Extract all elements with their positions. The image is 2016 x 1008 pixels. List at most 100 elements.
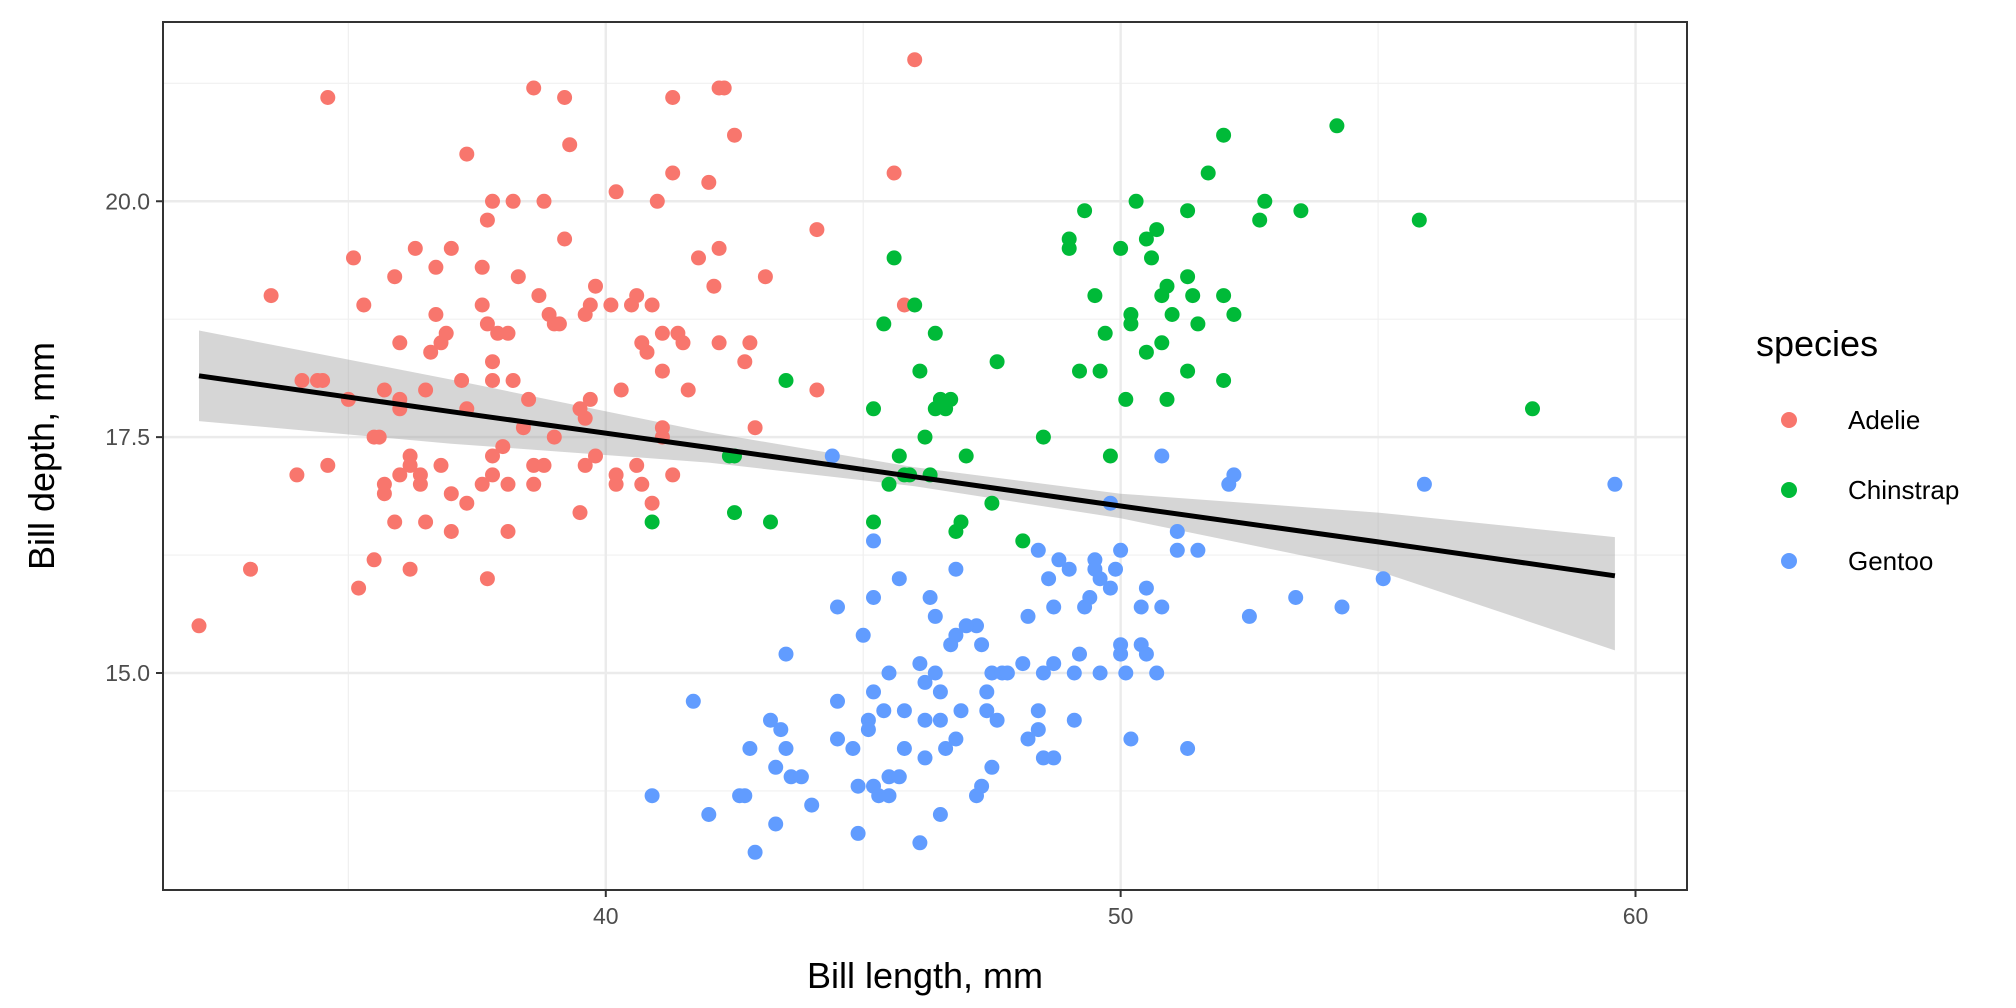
point-gentoo [984,665,1000,681]
point-gentoo [1046,656,1062,672]
point-gentoo [1154,599,1170,615]
point-gentoo [948,561,964,577]
point-gentoo [866,684,881,700]
point-chinstrap [1035,429,1051,445]
point-gentoo [830,731,845,747]
point-chinstrap [1113,240,1129,256]
point-adelie [562,137,578,153]
point-adelie [608,184,624,200]
point-adelie [263,288,279,304]
axes: 40 50 60 15.0 17.5 20.0 [105,188,1648,929]
point-gentoo [1334,599,1350,615]
point-gentoo [871,788,887,804]
point-adelie [376,382,392,398]
point-chinstrap [1180,363,1196,379]
point-chinstrap [1149,222,1165,238]
point-adelie [351,580,367,596]
point-adelie [479,571,495,587]
point-chinstrap [727,505,742,521]
point-adelie [443,524,459,539]
point-chinstrap [1123,316,1139,332]
point-chinstrap [1118,391,1134,407]
point-adelie [495,439,511,455]
point-gentoo [1030,722,1046,738]
point-adelie [644,495,660,511]
point-gentoo [932,807,948,822]
point-gentoo [938,741,954,756]
point-gentoo [1061,561,1077,577]
point-chinstrap [1329,118,1345,134]
point-gentoo [1082,590,1098,605]
point-adelie [443,486,459,502]
point-gentoo [1149,665,1165,681]
point-adelie [654,363,670,379]
point-adelie [742,335,758,351]
point-gentoo [999,665,1015,681]
point-adelie [716,80,732,96]
point-gentoo [1046,599,1062,615]
point-adelie [737,354,753,370]
point-adelie [500,524,516,539]
point-gentoo [1118,665,1134,681]
regression-line-layer [198,373,1616,579]
point-gentoo [917,750,933,766]
point-gentoo [974,637,990,653]
point-chinstrap [1072,363,1087,379]
point-adelie [649,193,665,209]
point-adelie [191,618,207,634]
point-adelie [289,467,305,483]
point-gentoo [830,693,845,709]
point-adelie [757,269,773,285]
point-gentoo [1113,637,1129,653]
point-adelie [809,222,825,238]
point-gentoo [1113,542,1129,558]
point-gentoo [891,769,907,785]
point-chinstrap [1190,316,1206,332]
point-gentoo [1041,571,1057,587]
point-gentoo [984,759,1000,775]
point-adelie [536,457,552,473]
point-gentoo [1226,467,1242,483]
point-gentoo [917,674,933,690]
point-gentoo [1051,552,1067,568]
point-gentoo [768,759,784,775]
point-gentoo [1416,476,1432,492]
legend: species Adelie Chinstrap Gentoo [1756,323,1959,576]
point-adelie [402,457,418,473]
point-chinstrap [1128,193,1144,209]
point-adelie [526,457,542,473]
point-gentoo [1180,741,1196,756]
point-adelie [505,193,521,209]
point-gentoo [742,741,758,756]
point-gentoo [1020,731,1036,747]
point-adelie [320,90,336,105]
point-adelie [412,467,428,483]
point-adelie [346,250,361,266]
legend-key-chinstrap [1781,482,1797,498]
point-adelie [485,467,500,483]
point-adelie [423,344,439,360]
point-chinstrap [1226,307,1242,322]
point-adelie [320,457,336,473]
point-adelie [572,505,588,521]
point-adelie [243,561,258,577]
point-gentoo [891,571,907,587]
point-adelie [577,457,593,473]
point-adelie [443,240,459,256]
point-gentoo [912,835,928,851]
point-gentoo [1190,542,1206,558]
point-adelie [418,382,434,398]
point-adelie [510,269,526,285]
point-chinstrap [1180,269,1196,285]
point-gentoo [778,646,794,662]
point-adelie [485,448,500,464]
point-chinstrap [891,448,907,464]
point-adelie [376,476,392,492]
y-tick-label: 20.0 [105,188,150,214]
point-chinstrap [917,429,933,445]
point-gentoo [773,722,789,738]
point-adelie [675,335,691,351]
point-chinstrap [876,316,892,332]
point-chinstrap [943,391,959,407]
point-adelie [711,240,727,256]
